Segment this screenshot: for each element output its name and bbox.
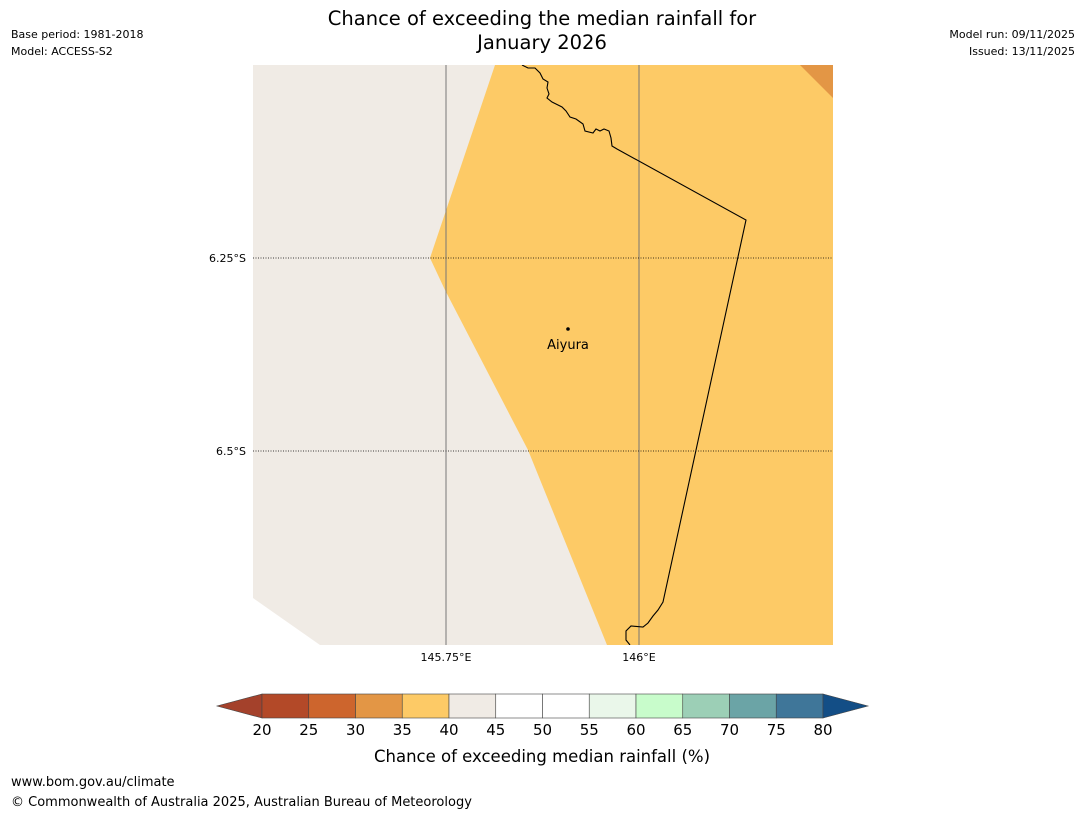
colorbar-tick-65: 65 — [673, 721, 692, 739]
footer-url: www.bom.gov.au/climate — [11, 775, 175, 790]
colorbar-tick-30: 30 — [346, 721, 365, 739]
colorbar-tick-25: 25 — [299, 721, 318, 739]
colorbar-bin-20-25 — [261, 693, 310, 719]
colorbar-bin-75-80 — [775, 693, 824, 719]
colorbar-bin-25-30 — [308, 693, 356, 719]
colorbar-tick-50: 50 — [533, 721, 552, 739]
model-run: Model run: 09/11/2025 — [949, 28, 1075, 41]
colorbar-tick-20: 20 — [252, 721, 271, 739]
colorbar — [215, 693, 870, 719]
model-name: Model: ACCESS-S2 — [11, 45, 113, 58]
colorbar-label: Chance of exceeding median rainfall (%) — [374, 747, 710, 766]
colorbar-bin-60-65 — [635, 693, 684, 719]
colorbar-bin-70-75 — [729, 693, 777, 719]
colorbar-bin-50-55 — [542, 693, 590, 719]
aiyura-marker — [566, 327, 570, 331]
colorbar-bin-35-40 — [401, 693, 450, 719]
colorbar-extend-high — [822, 693, 870, 719]
region-30-35 — [800, 65, 833, 98]
region-35-40 — [430, 65, 833, 645]
colorbar-bin-55-60 — [588, 693, 637, 719]
lon-label-146: 146°E — [622, 651, 655, 664]
title-line-2: January 2026 — [477, 31, 607, 54]
colorbar-tick-60: 60 — [626, 721, 645, 739]
region-outside-domain — [253, 598, 320, 645]
metadata-right: Model run: 09/11/2025 Issued: 13/11/2025 — [949, 26, 1075, 60]
base-period: Base period: 1981-2018 — [11, 28, 144, 41]
colorbar-tick-75: 75 — [767, 721, 786, 739]
province-boundary — [521, 65, 747, 645]
colorbar-extend-low — [215, 693, 263, 719]
lat-label-6-25: 6.25°S — [209, 252, 246, 265]
metadata-left: Base period: 1981-2018 Model: ACCESS-S2 — [11, 26, 143, 60]
colorbar-bin-40-45 — [448, 693, 497, 719]
title-line-1: Chance of exceeding the median rainfall … — [327, 7, 757, 30]
footer-copyright: © Commonwealth of Australia 2025, Austra… — [11, 795, 472, 810]
map-title: Chance of exceeding the median rainfall … — [292, 7, 792, 55]
colorbar-bin-45-50 — [495, 693, 543, 719]
colorbar-tick-45: 45 — [486, 721, 505, 739]
lat-label-6-5: 6.5°S — [216, 445, 246, 458]
colorbar-tick-70: 70 — [720, 721, 739, 739]
colorbar-tick-80: 80 — [813, 721, 832, 739]
map-panel — [253, 65, 833, 645]
colorbar-tick-55: 55 — [580, 721, 599, 739]
colorbar-ticks: 20 25 30 35 40 45 50 55 60 65 70 75 80 — [252, 721, 832, 739]
colorbar-tick-40: 40 — [439, 721, 458, 739]
lon-label-145-75: 145.75°E — [421, 651, 472, 664]
colorbar-bin-65-70 — [682, 693, 730, 719]
colorbar-bin-30-35 — [355, 693, 403, 719]
place-label-aiyura: Aiyura — [547, 338, 589, 353]
issued-date: Issued: 13/11/2025 — [968, 45, 1075, 58]
colorbar-tick-35: 35 — [393, 721, 412, 739]
